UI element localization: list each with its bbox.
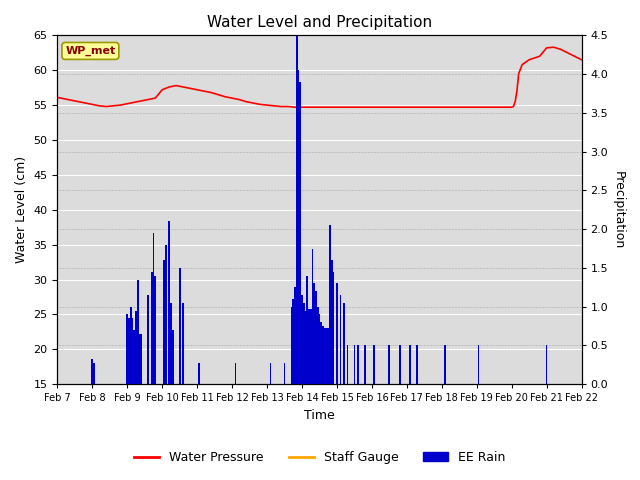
Bar	[127, 314, 128, 384]
Bar	[310, 309, 312, 384]
Bar	[300, 82, 301, 384]
Bar	[353, 346, 355, 384]
Bar	[308, 309, 310, 384]
Bar	[291, 307, 292, 384]
Bar	[357, 346, 359, 384]
Bar	[269, 362, 271, 384]
Bar	[179, 268, 180, 384]
Bar	[399, 346, 401, 384]
Y-axis label: Water Level (cm): Water Level (cm)	[15, 156, 28, 264]
Text: WP_met: WP_met	[65, 46, 115, 56]
Bar	[301, 295, 303, 384]
Bar	[132, 318, 133, 384]
Bar	[165, 245, 166, 384]
Bar	[312, 249, 314, 384]
Bar	[315, 291, 317, 384]
Bar	[140, 334, 142, 384]
Bar	[135, 311, 137, 384]
Bar	[198, 362, 200, 384]
Bar	[163, 260, 165, 384]
Bar	[324, 328, 326, 384]
Bar	[336, 283, 338, 384]
Bar	[152, 233, 154, 384]
Bar	[296, 36, 298, 384]
Bar	[137, 279, 139, 384]
Bar	[93, 363, 95, 384]
Bar	[321, 322, 322, 384]
Bar	[170, 303, 172, 384]
Bar	[417, 346, 418, 384]
Bar	[327, 328, 329, 384]
Bar	[298, 70, 300, 384]
Bar	[317, 307, 319, 384]
Bar	[182, 303, 184, 384]
Bar	[294, 288, 296, 384]
Bar	[314, 283, 315, 384]
Bar	[343, 303, 345, 384]
Bar	[133, 330, 135, 384]
Bar	[347, 346, 348, 384]
Bar	[364, 346, 366, 384]
Bar	[235, 362, 237, 384]
Legend: Water Pressure, Staff Gauge, EE Rain: Water Pressure, Staff Gauge, EE Rain	[129, 446, 511, 469]
Bar	[168, 221, 170, 384]
Bar	[410, 346, 412, 384]
Bar	[147, 295, 149, 384]
Bar	[292, 299, 294, 384]
Bar	[322, 326, 324, 384]
Bar	[340, 295, 341, 384]
Bar	[307, 276, 308, 384]
Bar	[130, 307, 132, 384]
Bar	[154, 276, 156, 384]
Bar	[319, 314, 321, 384]
Bar	[372, 346, 374, 384]
Y-axis label: Precipitation: Precipitation	[612, 171, 625, 249]
Title: Water Level and Precipitation: Water Level and Precipitation	[207, 15, 432, 30]
Bar	[388, 346, 390, 384]
Bar	[305, 311, 307, 384]
Bar	[333, 272, 334, 384]
Bar	[477, 346, 479, 384]
Bar	[444, 346, 446, 384]
Bar	[303, 303, 305, 384]
X-axis label: Time: Time	[304, 409, 335, 422]
Bar	[139, 334, 140, 384]
Bar	[284, 362, 285, 384]
Bar	[331, 260, 333, 384]
Bar	[92, 359, 93, 384]
Bar	[546, 346, 547, 384]
Bar	[128, 318, 130, 384]
Bar	[151, 272, 152, 384]
Bar	[326, 328, 327, 384]
Bar	[172, 330, 173, 384]
Bar	[329, 225, 331, 384]
